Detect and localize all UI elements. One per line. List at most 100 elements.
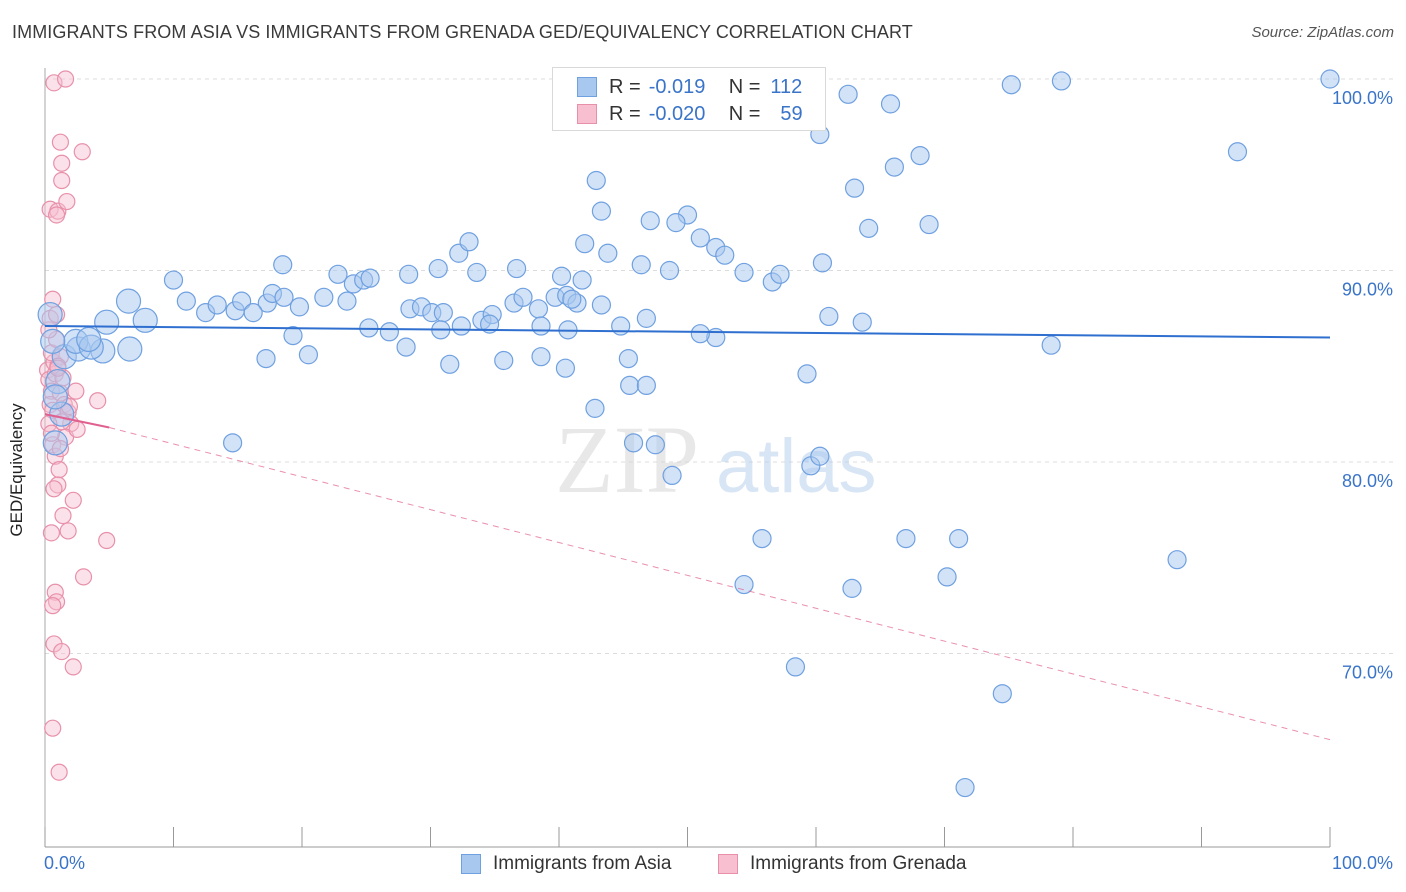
grenada-point xyxy=(89,392,107,410)
asia-point xyxy=(37,301,63,328)
grenada-point xyxy=(68,420,86,439)
asia-point xyxy=(115,288,142,314)
asia-point xyxy=(94,309,120,335)
y-tick-label: 80.0% xyxy=(1342,471,1393,491)
bottom-legend-label-asia: Immigrants from Asia xyxy=(493,853,672,874)
asia-point xyxy=(379,322,399,342)
asia-point xyxy=(690,228,710,248)
legend-n-value-grenada: 59 xyxy=(780,102,803,125)
asia-point xyxy=(459,232,479,252)
grid-lines xyxy=(45,78,1394,654)
grenada-point xyxy=(64,658,82,676)
grenada-point xyxy=(56,70,75,88)
asia-point xyxy=(819,306,839,327)
asia-point xyxy=(937,567,957,587)
asia-point xyxy=(662,465,682,486)
x-tick-label: 0.0% xyxy=(44,853,85,873)
asia-point xyxy=(770,264,790,284)
asia-point xyxy=(666,213,686,233)
asia-point xyxy=(360,268,380,288)
legend-swatch-grenada xyxy=(577,104,597,124)
asia-point xyxy=(636,375,656,395)
grenada-point xyxy=(50,763,68,781)
grenada-point xyxy=(74,568,93,586)
asia-point xyxy=(176,291,196,311)
asia-point xyxy=(955,777,975,798)
correlation-legend: R = -0.019 N = 112 R = -0.020 N = 59 xyxy=(552,67,826,131)
asia-point xyxy=(132,307,158,333)
grenada-point xyxy=(59,522,77,540)
asia-point xyxy=(659,260,680,281)
asia-point xyxy=(1167,550,1187,570)
asia-point xyxy=(623,433,644,453)
watermark: ZIP atlas xyxy=(555,406,877,513)
asia-point xyxy=(528,299,549,319)
grenada-point xyxy=(53,171,71,190)
bottom-legend-swatch-grenada xyxy=(718,854,738,874)
asia-point xyxy=(812,253,833,273)
asia-point xyxy=(232,291,252,311)
asia-point xyxy=(506,258,527,279)
asia-point xyxy=(844,178,865,198)
asia-point xyxy=(919,214,939,235)
asia-point xyxy=(256,348,276,369)
grenada-point xyxy=(53,642,71,661)
asia-point xyxy=(949,528,969,549)
asia-point xyxy=(283,326,303,346)
legend-r-value-grenada: -0.020 xyxy=(648,102,706,125)
asia-point xyxy=(480,314,500,334)
legend-row-grenada: R = -0.020 N = 59 xyxy=(577,101,803,127)
asia-point xyxy=(910,146,930,166)
asia-point xyxy=(586,170,606,191)
series-asia xyxy=(37,69,1340,798)
asia-point xyxy=(838,84,858,104)
asia-point xyxy=(42,430,68,456)
asia-point xyxy=(591,295,612,315)
asia-point xyxy=(636,308,656,328)
asia-point xyxy=(1001,75,1021,95)
asia-point xyxy=(243,303,263,323)
asia-point xyxy=(618,348,638,369)
grenada-point xyxy=(67,382,85,400)
asia-point xyxy=(752,528,772,549)
asia-point xyxy=(884,157,904,177)
asia-point xyxy=(734,262,754,283)
asia-point xyxy=(428,258,448,279)
grenada-point xyxy=(47,206,66,224)
y-tick-label: 90.0% xyxy=(1342,280,1393,300)
asia-point xyxy=(859,218,879,238)
asia-point xyxy=(1041,335,1061,355)
legend-n-label: N = xyxy=(728,102,761,125)
grenada-point xyxy=(45,480,63,498)
x-tick-label: 100.0% xyxy=(1332,853,1393,873)
legend-r-label: R = xyxy=(609,102,641,125)
asia-point xyxy=(513,287,533,307)
asia-point xyxy=(645,435,665,455)
grenada-point xyxy=(44,597,62,615)
legend-swatch-asia xyxy=(577,77,597,97)
source-credit: Source: ZipAtlas.com xyxy=(1251,24,1394,41)
asia-point xyxy=(396,337,416,357)
legend-r-label: R = xyxy=(609,75,641,98)
y-axis-label: GED/Equivalency xyxy=(7,403,26,537)
bottom-legend-label-grenada: Immigrants from Grenada xyxy=(750,853,967,874)
grenada-point xyxy=(51,133,70,151)
asia-point xyxy=(598,243,618,263)
asia-point xyxy=(273,255,293,275)
trend-line-grenada xyxy=(44,413,110,429)
asia-point xyxy=(223,433,243,453)
axes xyxy=(44,68,1331,848)
y-tick-label: 100.0% xyxy=(1332,88,1393,108)
trend-line-asia xyxy=(44,325,1331,339)
watermark-zip: ZIP xyxy=(555,406,699,513)
asia-point xyxy=(1051,71,1072,91)
legend-n-value-asia: 112 xyxy=(770,75,803,98)
chart-title: IMMIGRANTS FROM ASIA VS IMMIGRANTS FROM … xyxy=(12,22,913,42)
asia-point xyxy=(896,528,916,549)
asia-point xyxy=(715,245,735,265)
asia-point xyxy=(797,364,817,384)
asia-point xyxy=(555,358,576,378)
asia-point xyxy=(551,266,572,286)
asia-point xyxy=(992,684,1012,704)
asia-point xyxy=(76,326,102,353)
